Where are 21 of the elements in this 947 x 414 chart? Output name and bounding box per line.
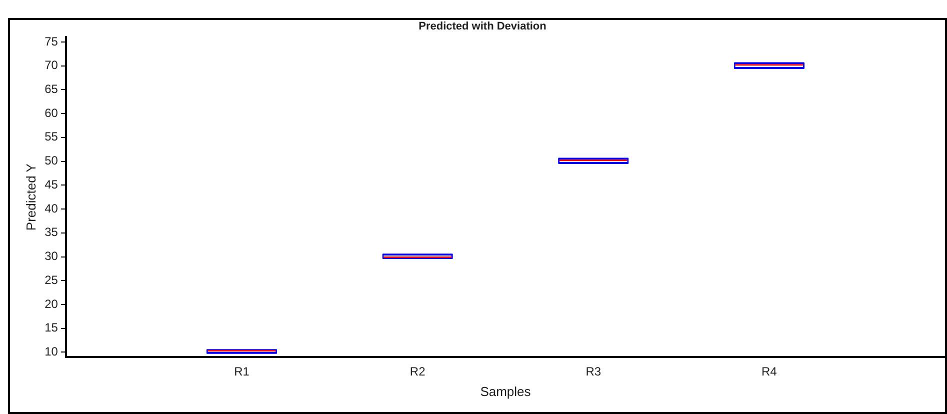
x-tick-label: R2 [410, 364, 426, 379]
y-tick-label: 40 [44, 201, 58, 216]
y-tick-label: 45 [44, 177, 58, 192]
y-tick-label: 10 [44, 344, 58, 359]
x-axis-title: Samples [480, 384, 532, 399]
y-tick-label: 60 [44, 106, 58, 120]
y-tick-label: 65 [44, 82, 58, 96]
y-tick-label: 55 [44, 130, 58, 144]
y-tick-label: 75 [44, 34, 58, 48]
y-tick-label: 50 [44, 154, 58, 168]
y-tick-label: 15 [44, 320, 58, 335]
chart-title: Predicted with Deviation [418, 20, 547, 33]
y-tick-label: 25 [44, 272, 58, 287]
x-tick-label: R4 [762, 364, 778, 379]
y-axis-title: Predicted Y [23, 163, 38, 231]
x-tick-label: R1 [234, 364, 250, 379]
y-tick-label: 35 [44, 225, 58, 240]
y-tick-label: 20 [44, 296, 58, 311]
y-tick-label: 70 [44, 58, 58, 72]
y-tick-label: 30 [44, 249, 58, 264]
x-tick-label: R3 [586, 364, 602, 379]
